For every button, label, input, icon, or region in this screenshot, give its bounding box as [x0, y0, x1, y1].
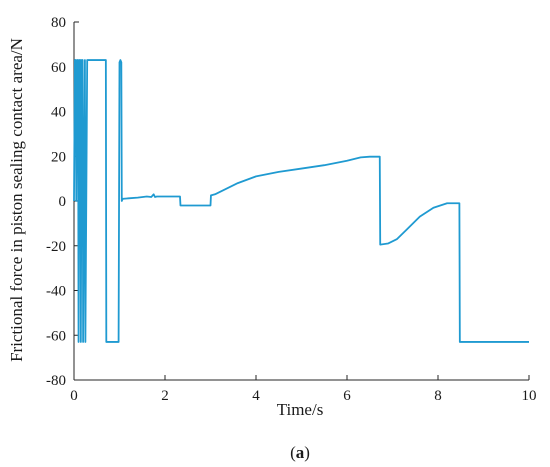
- y-tick-label: 60: [51, 60, 66, 76]
- y-tick-label: -40: [46, 284, 66, 300]
- series-line-1: [73, 59, 529, 343]
- y-tick-label: 0: [59, 194, 67, 210]
- x-tick-label: 10: [522, 388, 537, 404]
- x-tick-label: 8: [434, 388, 442, 404]
- x-tick-label: 4: [252, 388, 260, 404]
- caption-letter: a: [296, 443, 305, 462]
- x-tick-label: 2: [161, 388, 169, 404]
- x-tick-label: 6: [343, 388, 351, 404]
- y-tick-label: -60: [46, 328, 66, 344]
- figure-caption: (a): [290, 443, 310, 462]
- series: [73, 59, 529, 343]
- caption-close: ): [304, 443, 310, 462]
- y-tick-label: 20: [51, 149, 66, 165]
- y-tick-label: 80: [51, 15, 66, 31]
- y-axis-label: Frictional force in piston sealing conta…: [7, 38, 26, 362]
- x-tick-label: 0: [70, 388, 78, 404]
- caption-open: (: [290, 443, 296, 462]
- axes: [73, 22, 529, 381]
- x-axis-label: Time/s: [277, 400, 324, 419]
- y-tick-label: -20: [46, 239, 66, 255]
- y-tick-label: 40: [51, 105, 66, 121]
- y-tick-label: -80: [46, 373, 66, 389]
